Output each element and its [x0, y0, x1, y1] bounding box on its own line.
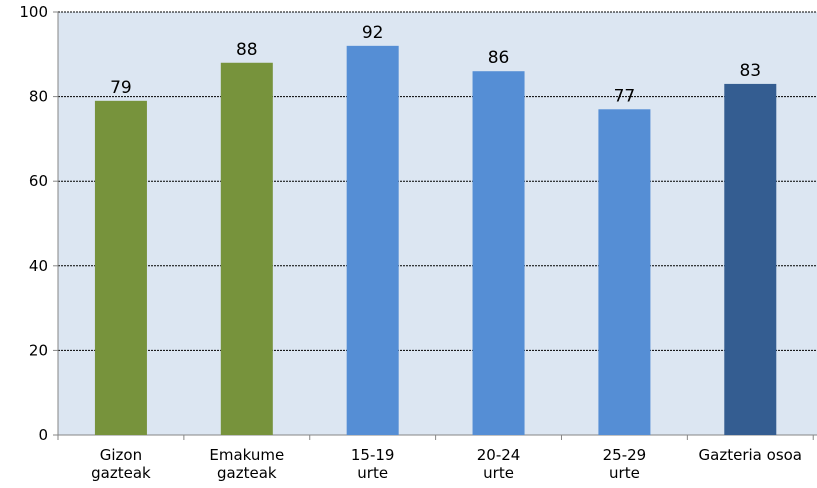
bar: [346, 45, 399, 436]
bars: [94, 45, 777, 436]
x-tick-label: 25-29 urte: [603, 446, 647, 482]
axes: [53, 11, 817, 440]
x-tick-label-line: 15-19: [351, 446, 395, 464]
x-tick-label-line: Gazteria osoa: [699, 446, 802, 464]
x-tick-label: Gazteria osoa: [699, 446, 802, 464]
x-tick-label-line: gazteak: [217, 464, 277, 482]
data-label: 77: [614, 86, 636, 106]
bar: [472, 71, 525, 435]
y-tick-label: 80: [29, 88, 48, 106]
y-tick-label: 40: [29, 257, 48, 275]
x-tick-label-line: Gizon: [100, 446, 142, 464]
data-label: 86: [488, 48, 510, 68]
bar: [598, 109, 651, 435]
data-label: 83: [739, 61, 761, 81]
x-tick-label-line: urte: [357, 464, 388, 482]
data-label: 88: [236, 40, 258, 60]
y-tick-label: 0: [38, 426, 48, 444]
x-tick-label-line: gazteak: [91, 464, 151, 482]
x-tick-label-line: 20-24: [477, 446, 521, 464]
x-tick-label: Emakume gazteak: [209, 446, 284, 482]
y-tick-label: 20: [29, 341, 48, 359]
bar: [724, 83, 777, 435]
gridlines: [58, 11, 817, 351]
x-tick-label-line: 25-29: [603, 446, 647, 464]
x-tick-label-line: urte: [483, 464, 514, 482]
bar: [94, 100, 147, 435]
x-tick-label-line: Emakume: [209, 446, 284, 464]
x-tick-label-line: urte: [609, 464, 640, 482]
x-tick-label: 20-24 urte: [477, 446, 521, 482]
y-tick-label: 60: [29, 172, 48, 190]
plot-area: [58, 12, 817, 435]
x-tick-label: Gizon gazteak: [91, 446, 151, 482]
bar: [220, 62, 273, 435]
y-tick-label: 100: [19, 3, 48, 21]
data-label: 79: [110, 78, 132, 98]
data-label: 92: [362, 23, 384, 43]
x-tick-label: 15-19 urte: [351, 446, 395, 482]
